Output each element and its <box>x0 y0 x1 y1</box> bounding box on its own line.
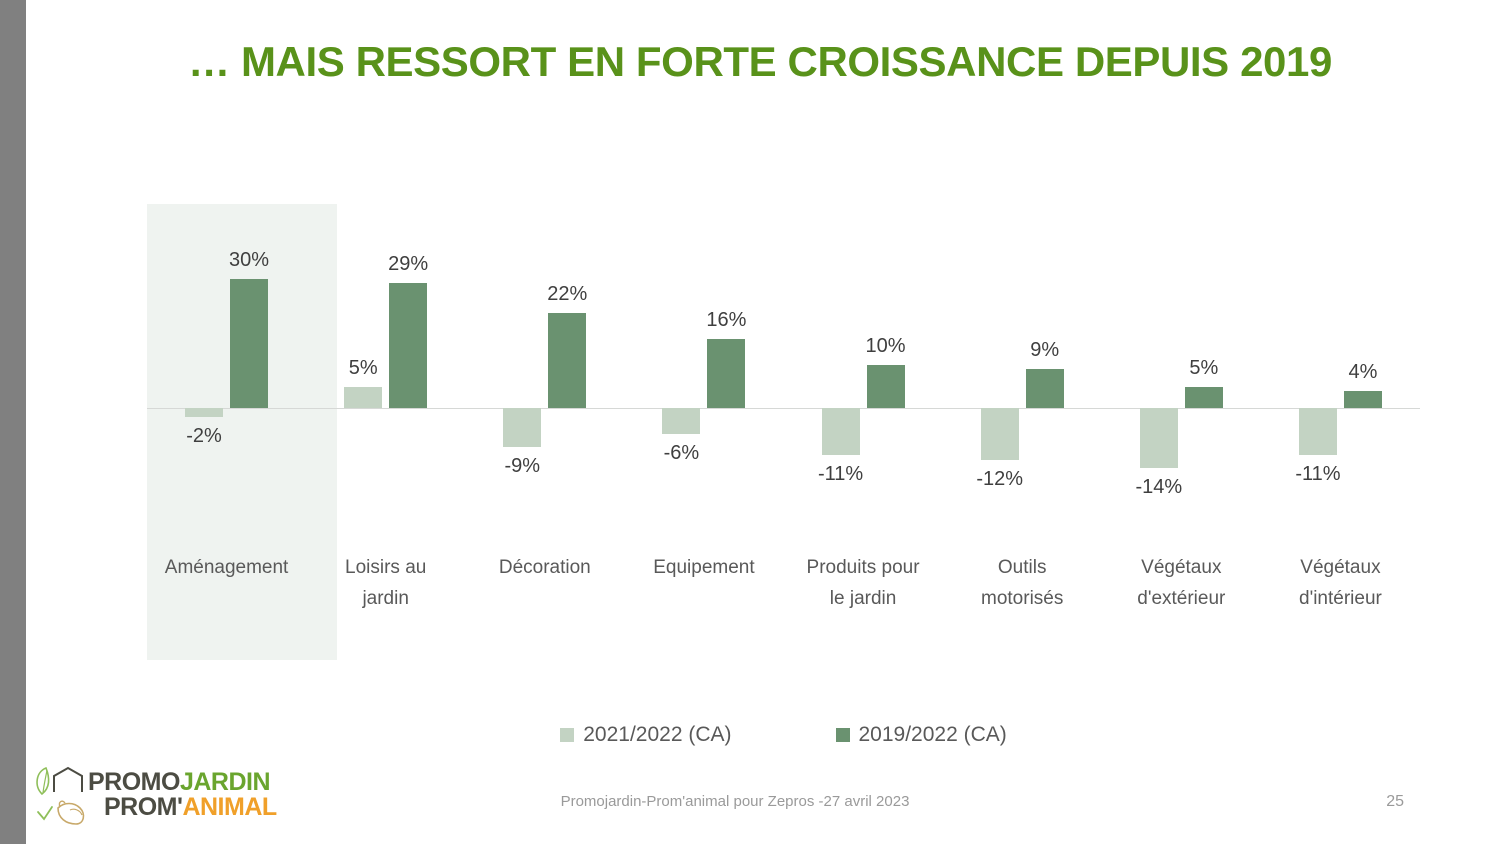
bar-value-label: -14% <box>1135 476 1183 499</box>
legend-label: 2021/2022 (CA) <box>583 723 732 746</box>
chart-group-bars: 5% 29% <box>306 204 465 660</box>
category-label: Végétaux d'extérieur <box>1137 557 1226 609</box>
zero-axis-line <box>147 408 1420 409</box>
bar-series1 <box>980 408 1019 460</box>
bar-series1 <box>344 386 383 408</box>
bar-value-label: 5% <box>1189 356 1219 379</box>
footer-note: Promojardin-Prom'animal pour Zepros -27 … <box>560 793 910 810</box>
bar-value-label: 9% <box>1030 339 1060 362</box>
chart-group: -6% 16% Equipement <box>624 204 783 660</box>
category-label: Outils motorisés <box>981 557 1064 609</box>
category-label: Décoration <box>498 557 591 578</box>
category-label: Aménagement <box>164 557 289 578</box>
bar-value-label: -12% <box>976 467 1024 490</box>
chart-group-bars: -11% 4% <box>1261 204 1420 660</box>
chart-group: -9% 22% Décoration <box>465 204 624 660</box>
chart-group: -2% 30% Aménagement <box>147 204 306 660</box>
bar-value-label: 4% <box>1348 360 1378 383</box>
bar-value-label: -11% <box>1295 463 1341 486</box>
bar-chart: -2% 30% Aménagement 5% 29% Loisirs au jardin -9… <box>147 204 1420 664</box>
chart-group: 5% 29% Loisirs au jardin <box>306 204 465 660</box>
category-label: Equipement <box>653 557 755 578</box>
chart-group-bars: -12% 9% <box>943 204 1102 660</box>
bar-series2 <box>707 339 746 408</box>
bar-value-label: 10% <box>865 335 906 357</box>
chart-group-bars: -11% 10% <box>784 204 943 660</box>
logo-animal-text: ANIMAL <box>182 793 277 821</box>
bar-value-label: 22% <box>547 283 588 306</box>
chart-group: -12% 9% Outils motorisés <box>943 204 1102 660</box>
bar-value-label: -2% <box>186 424 222 447</box>
bar-series2 <box>389 283 428 408</box>
legend-label: 2019/2022 (CA) <box>858 723 1007 746</box>
promojardin-promanimal-logo: PROMOJARDIN PROM'ANIMAL <box>30 766 280 828</box>
chart-group: -14% 5% Végétaux d'extérieur <box>1102 204 1261 660</box>
bar-value-label: -9% <box>504 454 541 477</box>
logo-text-line-1: PROMOJARDIN <box>88 768 271 797</box>
category-label: Végétaux d'intérieur <box>1299 557 1382 609</box>
bar-series1 <box>1298 408 1337 456</box>
logo-promo-text: PROMO <box>88 768 180 796</box>
bar-series2 <box>230 279 269 408</box>
chart-group-bars: -9% 22% <box>465 204 624 660</box>
category-label: Produits pour le jardin <box>806 557 920 609</box>
bar-series2 <box>548 313 587 408</box>
bar-series1 <box>821 408 860 456</box>
bar-series1 <box>662 408 701 434</box>
bar-value-label: 5% <box>348 356 378 379</box>
bar-series2 <box>1025 369 1064 408</box>
left-accent-band <box>0 0 26 844</box>
bar-value-label: 30% <box>229 249 270 271</box>
chart-group-bars: -2% 30% <box>147 204 306 660</box>
legend-swatch-icon <box>560 728 575 742</box>
logo-text-line-2: PROM'ANIMAL <box>104 793 277 822</box>
page-number: 25 <box>1386 793 1404 810</box>
bar-value-label: 16% <box>706 309 747 332</box>
chart-group-bars: -14% 5% <box>1102 204 1261 660</box>
bar-series2 <box>1343 390 1382 408</box>
chart-group-bars: -6% 16% <box>624 204 783 660</box>
legend-swatch-icon <box>835 728 850 742</box>
bar-value-label: -11% <box>817 463 864 486</box>
legend-item-1[interactable]: 2021/2022 (CA) <box>560 723 732 747</box>
bar-value-label: 29% <box>388 253 429 276</box>
page-title: … MAIS RESSORT EN FORTE CROISSANCE DEPUI… <box>188 38 1332 85</box>
chart-group: -11% 10% Produits pour le jardin <box>784 204 943 660</box>
legend-item-2[interactable]: 2019/2022 (CA) <box>835 723 1007 747</box>
bar-series1 <box>503 408 542 447</box>
logo-jardin-text: JARDIN <box>179 768 271 796</box>
bar-series1 <box>1139 408 1178 469</box>
category-label: Loisirs au jardin <box>345 557 427 609</box>
chart-legend: 2021/2022 (CA) 2019/2022 (CA) <box>147 723 1420 747</box>
logo-mark-icon <box>36 766 85 825</box>
bar-series2 <box>866 365 905 408</box>
bar-series2 <box>1184 386 1223 408</box>
logo-prom-text: PROM' <box>104 793 183 821</box>
bar-value-label: -6% <box>663 441 700 464</box>
bar-series1 <box>185 408 224 417</box>
chart-group: -11% 4% Végétaux d'intérieur <box>1261 204 1420 660</box>
